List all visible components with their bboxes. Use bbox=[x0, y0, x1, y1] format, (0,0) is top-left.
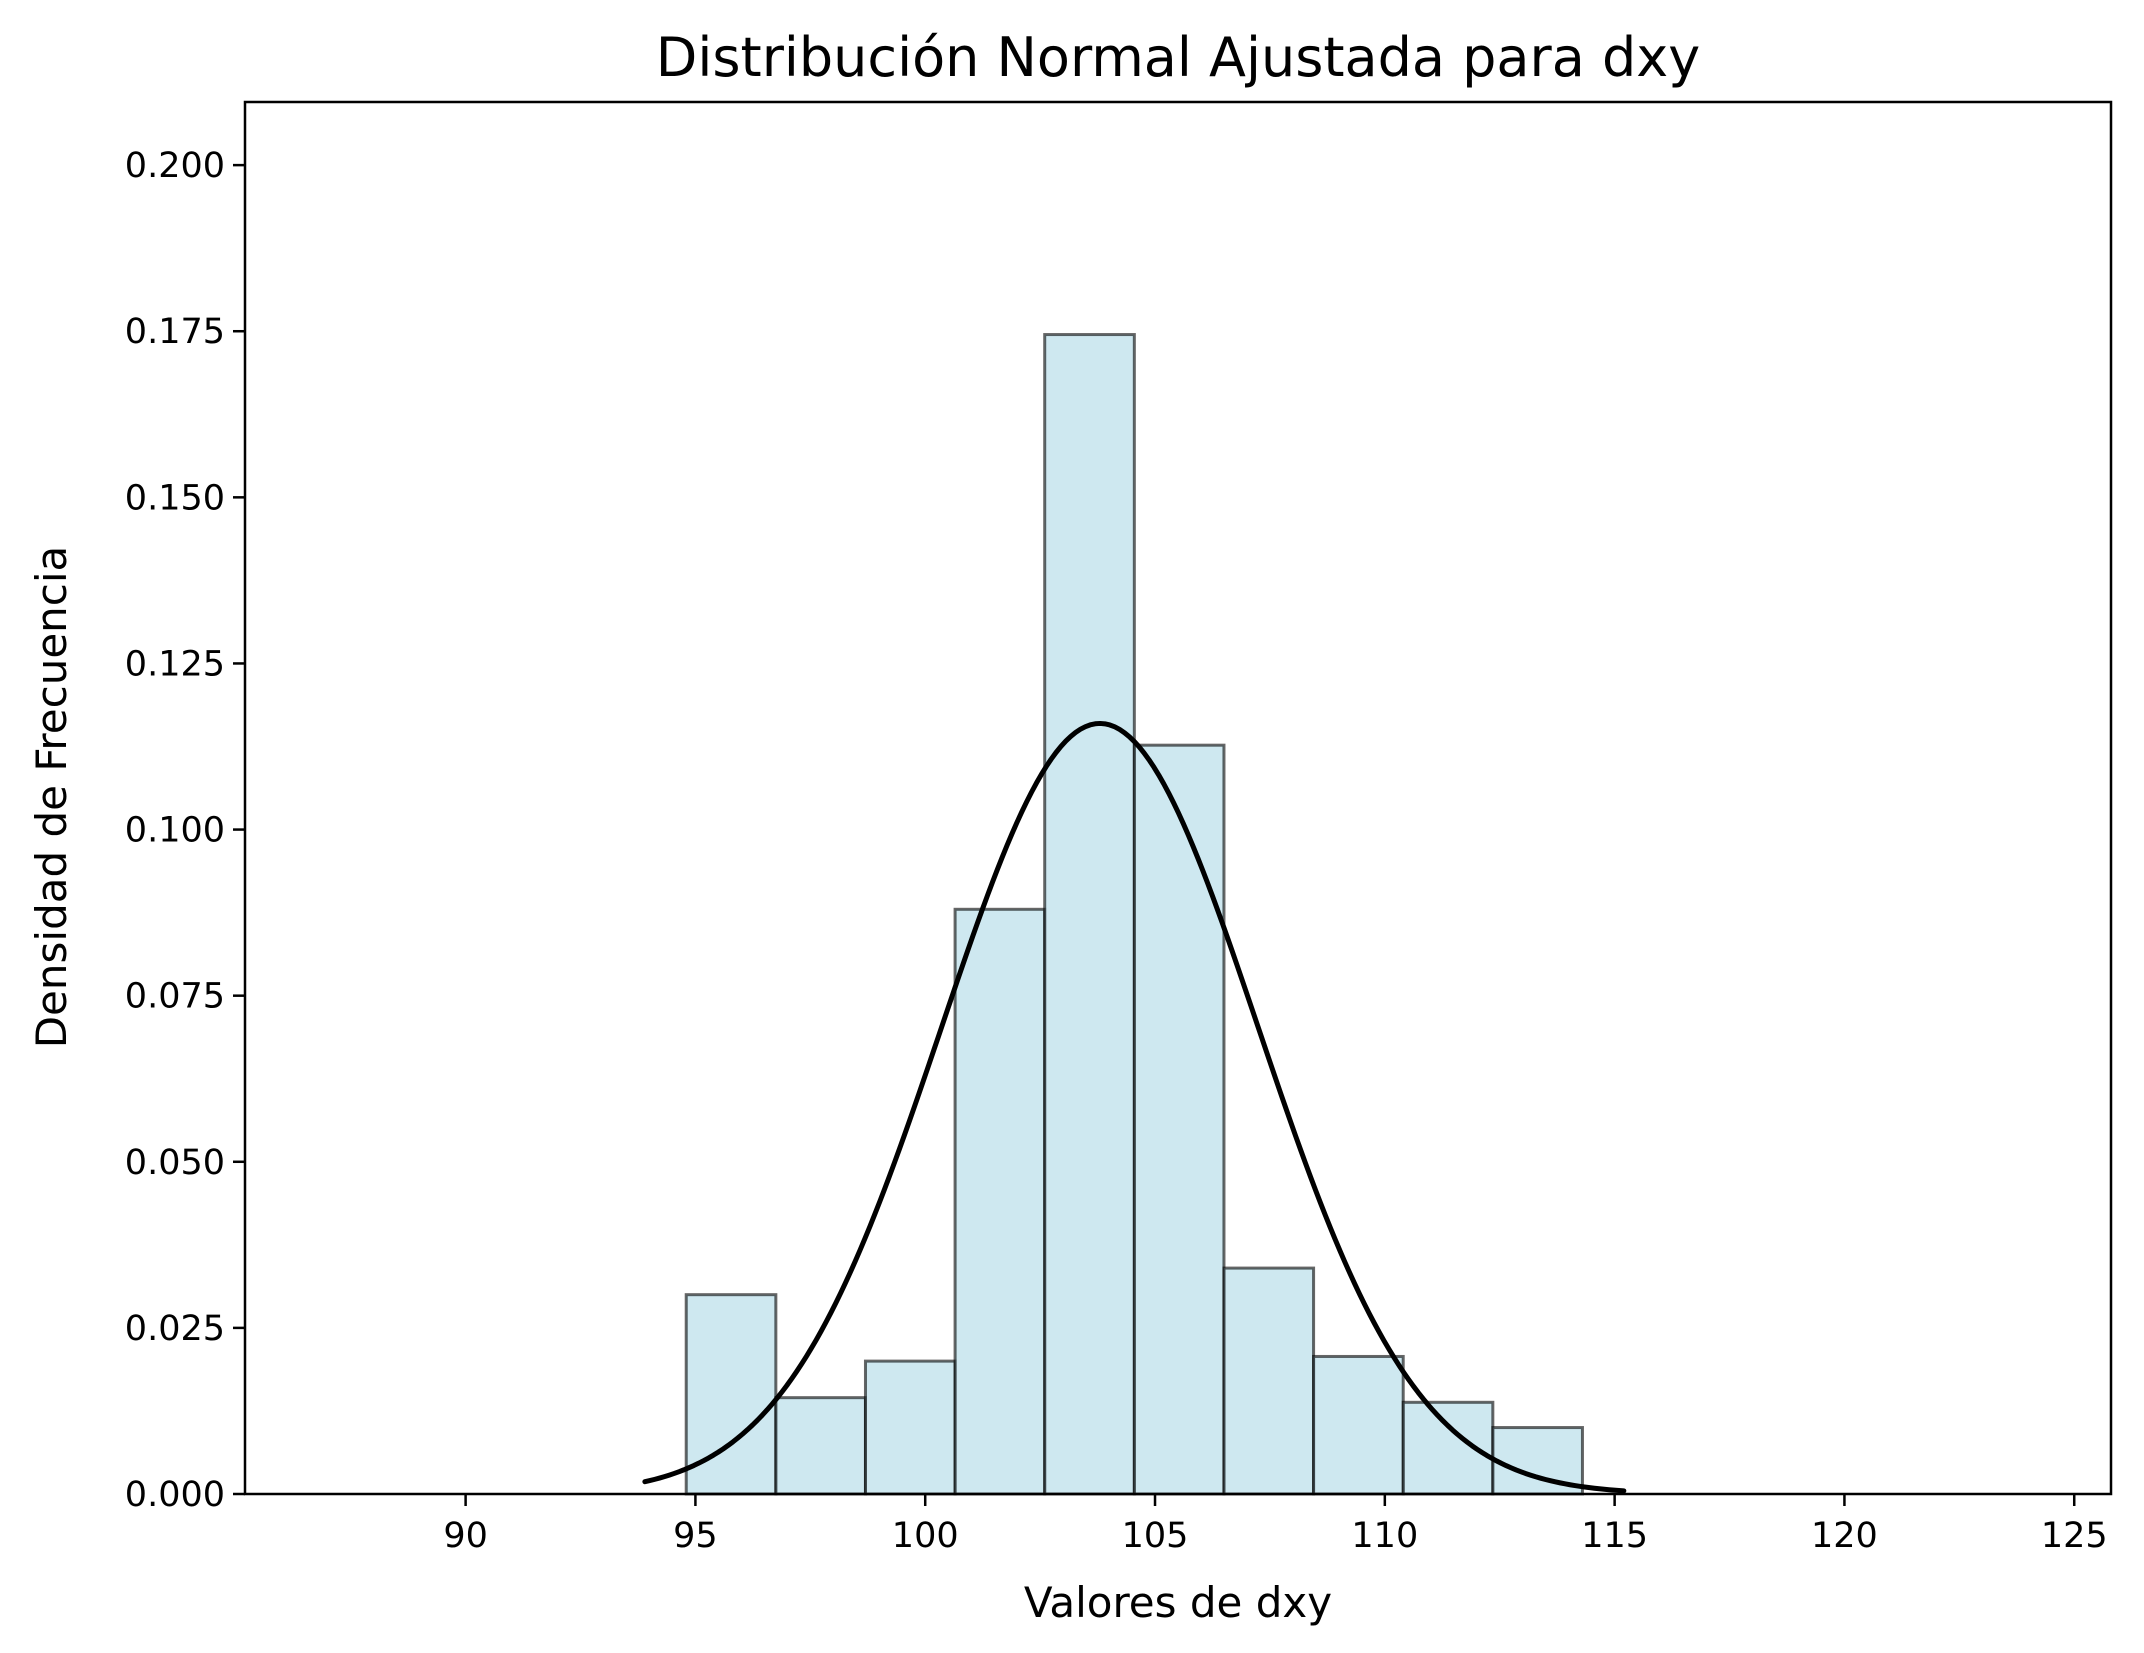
histogram-bar bbox=[1132, 743, 1226, 1496]
x-tick-label: 105 bbox=[1122, 1516, 1189, 1556]
x-tick-label: 90 bbox=[443, 1516, 488, 1556]
histogram-bar bbox=[1043, 333, 1136, 1496]
y-tick-label: 0.125 bbox=[125, 644, 225, 684]
x-tick-label: 120 bbox=[1811, 1516, 1878, 1556]
y-tick-label: 0.175 bbox=[125, 312, 225, 352]
x-axis-ticks: 90 95 100 105 110 115 120 125 bbox=[443, 1494, 2108, 1556]
y-tick-label: 0.075 bbox=[125, 977, 225, 1017]
plot-frame bbox=[243, 100, 2113, 1496]
y-tick-label: 0.150 bbox=[125, 478, 225, 518]
histogram-bar bbox=[1312, 1354, 1405, 1496]
y-tick-label: 0.200 bbox=[125, 146, 225, 186]
y-axis-ticks: 0.000 0.025 0.050 0.075 0.100 0.125 0.150 0.175… bbox=[125, 146, 245, 1515]
histogram-bar bbox=[953, 907, 1047, 1496]
histogram-bar bbox=[1222, 1266, 1316, 1496]
histogram-bar bbox=[774, 1396, 867, 1496]
x-axis-label: Valores de dxy bbox=[1024, 1578, 1332, 1627]
x-tick-label: 95 bbox=[673, 1516, 718, 1556]
x-tick-label: 115 bbox=[1581, 1516, 1648, 1556]
y-tick-label: 0.000 bbox=[125, 1475, 225, 1515]
x-tick-label: 110 bbox=[1351, 1516, 1418, 1556]
y-tick-label: 0.050 bbox=[125, 1143, 225, 1183]
normal-fit-curve bbox=[642, 720, 1627, 1494]
y-axis-label: Densidad de Frecuencia bbox=[27, 546, 76, 1049]
y-tick-label: 0.100 bbox=[125, 811, 225, 851]
histogram-bar bbox=[863, 1359, 957, 1496]
histogram-bars bbox=[684, 333, 1584, 1496]
chart-title: Distribución Normal Ajustada para dxy bbox=[656, 26, 1700, 89]
y-tick-label: 0.025 bbox=[125, 1309, 225, 1349]
x-tick-label: 100 bbox=[892, 1516, 959, 1556]
x-tick-label: 125 bbox=[2041, 1516, 2108, 1556]
